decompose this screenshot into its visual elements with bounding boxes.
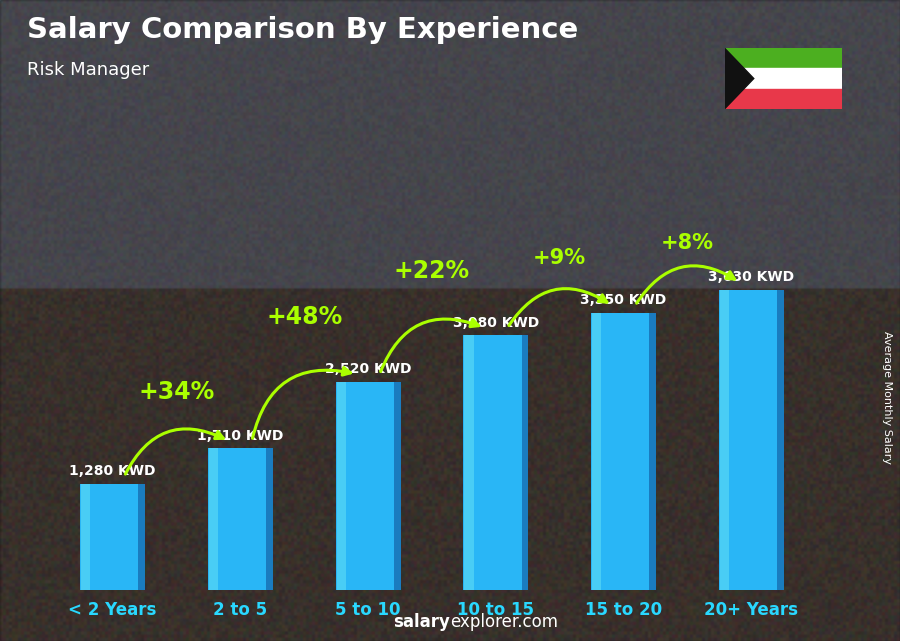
Bar — [720, 290, 729, 590]
Bar — [464, 335, 528, 590]
Bar — [209, 449, 218, 590]
Bar — [81, 484, 90, 590]
FancyArrowPatch shape — [381, 319, 479, 372]
Bar — [719, 290, 784, 590]
Text: +34%: +34% — [139, 380, 214, 404]
FancyArrowPatch shape — [125, 429, 223, 474]
Text: salary: salary — [393, 613, 450, 631]
Bar — [80, 484, 145, 590]
Text: 1,280 KWD: 1,280 KWD — [69, 464, 156, 478]
Bar — [777, 290, 784, 590]
Bar — [592, 313, 601, 590]
Text: +48%: +48% — [266, 306, 342, 329]
Bar — [724, 69, 842, 88]
Text: 1,710 KWD: 1,710 KWD — [197, 429, 284, 443]
Text: explorer.com: explorer.com — [450, 613, 558, 631]
Text: 3,630 KWD: 3,630 KWD — [708, 271, 795, 284]
FancyArrowPatch shape — [253, 367, 351, 438]
Text: +9%: +9% — [533, 248, 586, 269]
Bar — [464, 335, 473, 590]
Bar — [521, 335, 528, 590]
Bar — [336, 381, 400, 590]
Text: 2,520 KWD: 2,520 KWD — [325, 362, 411, 376]
Text: 3,080 KWD: 3,080 KWD — [453, 315, 539, 329]
Text: +22%: +22% — [394, 259, 470, 283]
Text: Risk Manager: Risk Manager — [27, 61, 149, 79]
Text: +8%: +8% — [661, 233, 714, 253]
Text: Salary Comparison By Experience: Salary Comparison By Experience — [27, 16, 578, 44]
Bar — [337, 381, 346, 590]
Text: 3,350 KWD: 3,350 KWD — [580, 294, 667, 308]
Bar — [208, 449, 273, 590]
Bar — [394, 381, 400, 590]
FancyArrowPatch shape — [508, 288, 607, 326]
Text: Average Monthly Salary: Average Monthly Salary — [881, 331, 892, 464]
Bar — [724, 88, 842, 109]
FancyArrowPatch shape — [636, 266, 734, 303]
Bar — [139, 484, 145, 590]
Bar — [591, 313, 656, 590]
Bar — [724, 48, 842, 69]
Bar — [649, 313, 656, 590]
Polygon shape — [724, 48, 754, 109]
Bar — [266, 449, 273, 590]
